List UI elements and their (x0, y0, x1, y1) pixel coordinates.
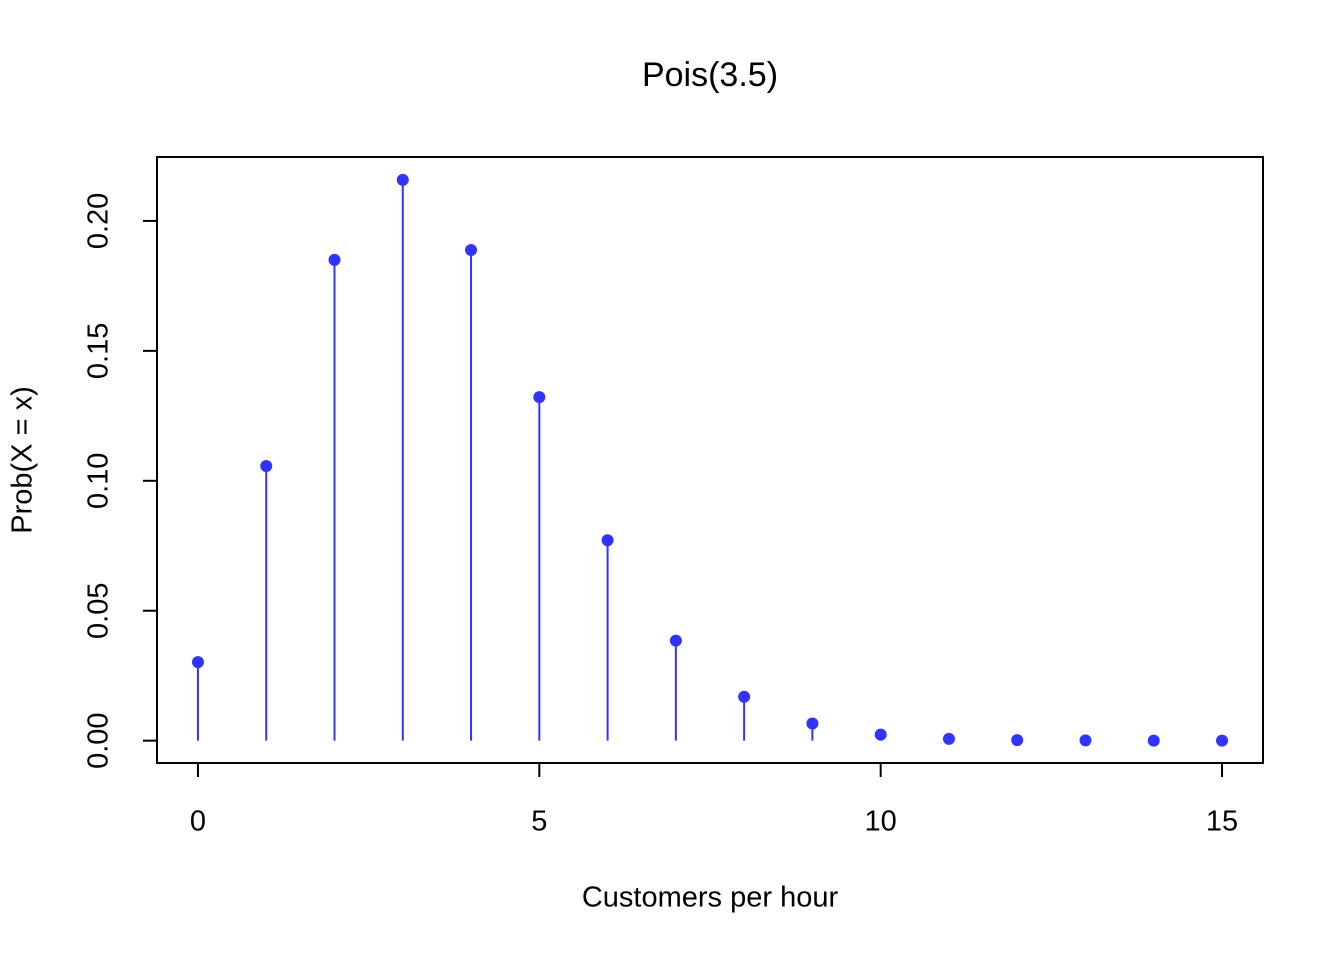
stem-point (942, 732, 955, 745)
x-axis-label: Customers per hour (582, 882, 839, 914)
stem-point (465, 244, 478, 257)
stem-point (874, 728, 887, 741)
stem-point (601, 534, 614, 547)
stem-point (191, 656, 204, 669)
stem-point (806, 717, 819, 730)
y-axis-label: Prob(X = x) (7, 386, 39, 533)
stem-point (1011, 734, 1024, 747)
y-tick-label: 0.10 (83, 453, 115, 509)
y-tick-label: 0.05 (83, 582, 115, 638)
stem-point (533, 391, 546, 404)
y-tick-label: 0.15 (83, 323, 115, 379)
y-tick-label: 0.00 (83, 712, 115, 768)
x-tick-label: 15 (1206, 806, 1238, 838)
stem-point (396, 173, 409, 186)
stem-point (1079, 734, 1092, 747)
x-tick-label: 0 (190, 806, 206, 838)
stem-point (1147, 734, 1160, 747)
y-tick-label: 0.20 (83, 193, 115, 249)
stem-point (669, 634, 682, 647)
chart-title: Pois(3.5) (642, 56, 778, 94)
plot-frame (156, 156, 1264, 764)
stem-point (260, 459, 273, 472)
stem-point (1216, 734, 1229, 747)
x-tick-label: 5 (531, 806, 547, 838)
stem-point (328, 253, 341, 266)
stem-point (738, 690, 751, 703)
x-tick-label: 10 (865, 806, 897, 838)
